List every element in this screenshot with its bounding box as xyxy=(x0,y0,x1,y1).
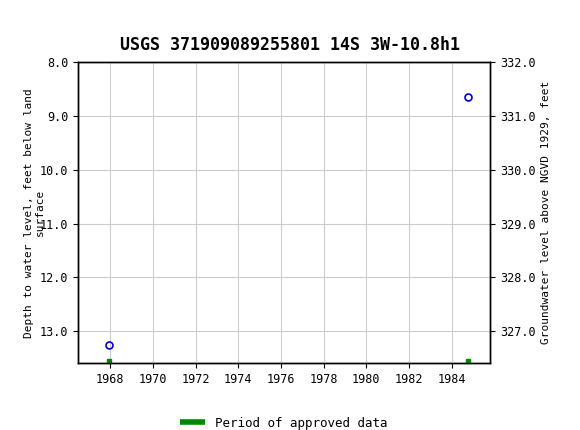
Bar xyxy=(6,4,44,36)
Y-axis label: Groundwater level above NGVD 1929, feet: Groundwater level above NGVD 1929, feet xyxy=(541,81,551,344)
Text: USGS: USGS xyxy=(49,11,104,29)
Legend: Period of approved data: Period of approved data xyxy=(175,412,393,430)
Text: USGS 371909089255801 14S 3W-10.8h1: USGS 371909089255801 14S 3W-10.8h1 xyxy=(120,36,460,54)
Bar xyxy=(6,4,44,36)
Y-axis label: Depth to water level, feet below land
surface: Depth to water level, feet below land su… xyxy=(24,88,45,338)
